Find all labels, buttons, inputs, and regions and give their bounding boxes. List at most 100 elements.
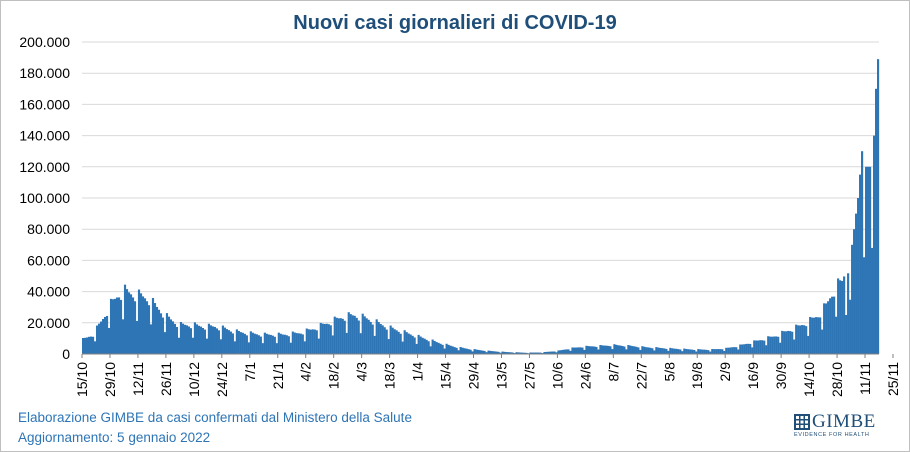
bar	[225, 329, 228, 354]
bar	[747, 343, 750, 354]
x-tick-label: 14/10	[801, 362, 817, 397]
bar	[149, 324, 153, 354]
bar	[373, 335, 376, 354]
bar	[295, 333, 298, 354]
bar	[457, 350, 460, 354]
bar	[571, 347, 574, 354]
bar	[559, 350, 562, 354]
bar	[819, 317, 822, 354]
x-tick-label: 10/12	[186, 362, 202, 397]
bar	[525, 352, 528, 354]
x-tick-label: 4/2	[298, 362, 314, 382]
bar	[325, 323, 328, 354]
x-tick-label: 4/3	[354, 362, 370, 382]
bar	[471, 351, 474, 354]
bar	[473, 349, 476, 354]
bar	[689, 349, 692, 354]
bar	[393, 329, 396, 354]
bar	[575, 347, 578, 354]
bar	[143, 298, 147, 354]
bar	[757, 340, 760, 354]
logo-name: GIMBE	[812, 411, 876, 432]
bar	[671, 348, 674, 354]
bar	[629, 345, 632, 354]
bar	[347, 312, 350, 354]
bar	[539, 352, 542, 354]
bar	[401, 341, 404, 354]
bar	[227, 330, 230, 354]
bar	[229, 331, 232, 354]
bar	[173, 323, 177, 354]
bar	[297, 333, 300, 354]
bar	[503, 351, 506, 354]
bar	[469, 349, 472, 354]
bar	[719, 349, 722, 354]
bar	[843, 276, 846, 354]
bar	[649, 347, 652, 354]
bar	[117, 297, 121, 354]
bar	[205, 338, 208, 354]
bar	[509, 352, 512, 354]
bar	[657, 347, 660, 354]
x-tick-label: 10/6	[549, 362, 565, 389]
bar	[219, 339, 222, 354]
bar	[213, 326, 216, 354]
bar	[743, 344, 746, 354]
x-tick-label: 7/1	[242, 362, 258, 382]
y-tick-label: 200.000	[19, 34, 70, 50]
bar	[477, 349, 480, 354]
bar	[435, 342, 438, 354]
bar	[795, 324, 798, 354]
bar	[403, 330, 406, 354]
bar	[251, 332, 254, 354]
bar	[717, 349, 720, 354]
bar	[739, 344, 742, 354]
bar	[163, 332, 167, 354]
gimbe-logo: GIMBE EVIDENCE FOR HEALTH	[794, 411, 894, 442]
bar	[453, 347, 456, 354]
bar	[647, 347, 650, 354]
bar	[245, 335, 248, 354]
bar	[767, 336, 770, 354]
bar	[815, 317, 818, 354]
bar	[111, 299, 115, 354]
bar	[493, 351, 496, 354]
bar	[461, 347, 464, 354]
bar	[579, 347, 582, 354]
bar	[813, 317, 816, 354]
bar	[445, 343, 448, 354]
x-tick-label: 27/5	[521, 362, 537, 389]
bar	[409, 334, 412, 354]
x-tick-label: 22/7	[633, 362, 649, 389]
bar	[733, 347, 736, 354]
bar	[613, 344, 616, 354]
bar	[583, 349, 586, 354]
bar	[153, 303, 157, 354]
bar	[451, 346, 454, 354]
bar	[567, 349, 570, 354]
bar	[377, 321, 380, 354]
bar	[787, 330, 790, 354]
bar	[99, 321, 103, 354]
bar	[693, 349, 696, 354]
bar	[555, 352, 558, 354]
bar	[549, 351, 552, 354]
update-note: Aggiornamento: 5 gennaio 2022	[18, 430, 211, 445]
bar	[791, 331, 794, 354]
bar	[87, 336, 91, 354]
bar	[529, 352, 532, 354]
bar	[221, 325, 224, 354]
bar	[365, 318, 368, 354]
y-tick-label: 180.000	[19, 65, 70, 81]
bar	[269, 334, 272, 354]
bar	[543, 352, 546, 354]
bar	[405, 332, 408, 354]
bar	[459, 347, 462, 354]
bar	[291, 331, 294, 354]
bar	[277, 332, 280, 354]
bar	[139, 293, 143, 354]
bar	[301, 334, 304, 354]
bar	[417, 334, 420, 354]
x-tick-label: 26/11	[158, 362, 174, 396]
